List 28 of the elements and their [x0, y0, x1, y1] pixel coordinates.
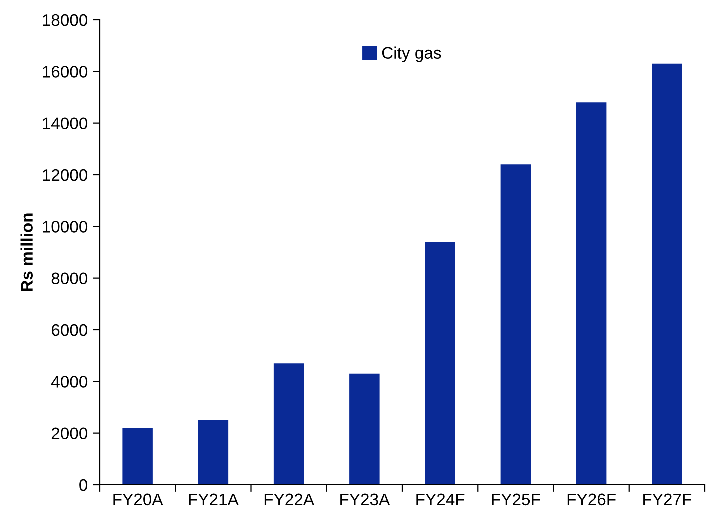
bar: [350, 374, 380, 485]
bar: [198, 420, 229, 485]
y-tick-label: 16000: [43, 66, 88, 78]
x-tick-label: FY22A: [264, 494, 315, 506]
x-tick-label: FY21A: [189, 494, 239, 506]
y-tick-label: 18000: [43, 14, 88, 26]
y-tick-label: 2000: [52, 428, 88, 440]
x-tick-label: FY26F: [568, 494, 616, 506]
y-tick-label: 10000: [43, 221, 88, 233]
bar: [652, 64, 682, 485]
y-tick-label: 6000: [52, 324, 88, 336]
legend-label: City gas: [382, 46, 442, 62]
x-tick-label: FY23A: [340, 494, 390, 506]
x-tick-label: FY25F: [492, 494, 540, 506]
y-tick-label: 8000: [52, 272, 88, 285]
x-tick-label: FY20A: [114, 494, 164, 506]
y-tick-label: 4000: [52, 376, 88, 388]
x-tick-label: FY27F: [644, 494, 692, 506]
x-tick-label: FY24F: [416, 494, 465, 506]
bar: [576, 102, 607, 485]
y-axis-title: Rs million: [20, 214, 34, 292]
y-tick-label: 14000: [43, 118, 88, 130]
bar: [500, 164, 532, 485]
bar: [425, 242, 456, 485]
y-tick-label: 0: [80, 479, 88, 492]
y-tick-label: 12000: [43, 169, 88, 182]
bar: [122, 428, 153, 485]
bar: [274, 364, 304, 485]
